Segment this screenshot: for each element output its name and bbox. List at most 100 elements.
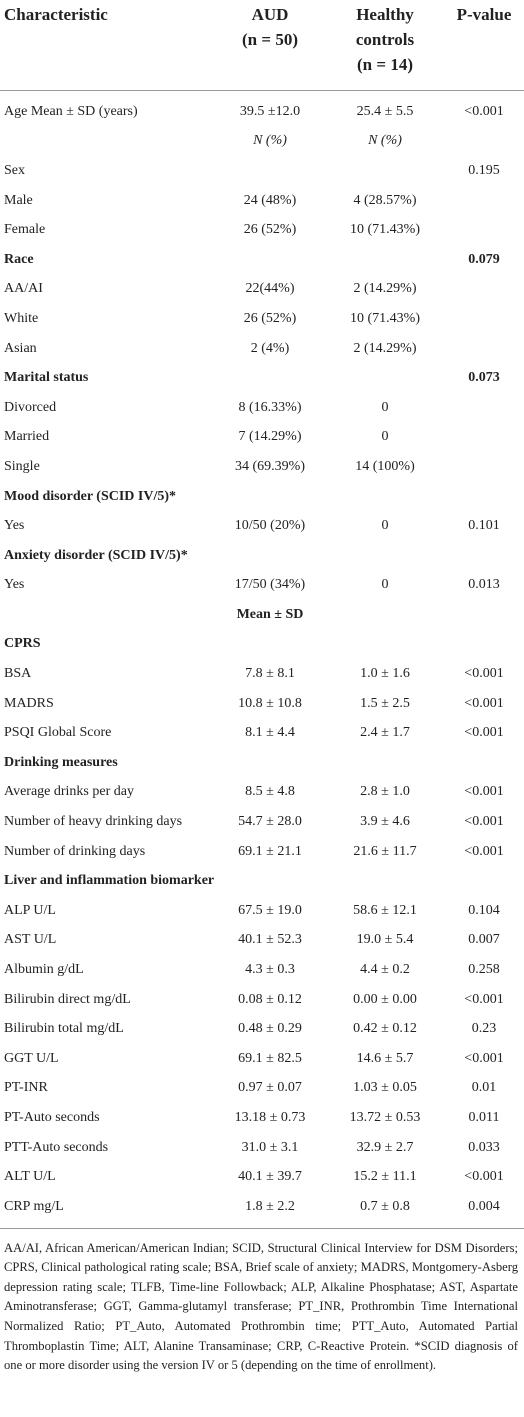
header-cell: Healthy controls (n = 14): [326, 0, 444, 91]
table-row: White 26 (52%) 10 (71.43%): [0, 304, 524, 334]
table-cell: 0.97 ± 0.07: [238, 1080, 302, 1096]
table-cell: 69.1 ± 21.1: [238, 843, 302, 859]
table-cell: [444, 275, 524, 305]
table-row: Asian 2 (4%) 2 (14.29%): [0, 334, 524, 364]
table-cell: 10/50 (20%): [234, 518, 306, 534]
header-cell: AUD (n = 50): [214, 0, 326, 91]
table-cell: PT-INR: [4, 1080, 48, 1096]
table-cell: <0.001: [464, 103, 504, 119]
table-row: N (%) N (%): [0, 127, 524, 157]
table-cell: 0.42 ± 0.12: [353, 1021, 417, 1037]
table-cell: [326, 482, 444, 512]
table-cell: ALT U/L: [4, 1169, 56, 1185]
table-cell: 0.104: [468, 902, 500, 918]
table-cell: [444, 393, 524, 423]
table-cell: 4 (28.57%): [353, 192, 417, 208]
table-cell: [444, 482, 524, 512]
table-cell: 19.0 ± 5.4: [356, 932, 414, 948]
table-row: ALP U/L 67.5 ± 19.0 58.6 ± 12.1 0.104: [0, 896, 524, 926]
table-cell: [214, 245, 326, 275]
table-cell: Divorced: [4, 399, 57, 415]
table-cell: <0.001: [464, 843, 504, 859]
table-cell: 1.03 ± 0.05: [353, 1080, 417, 1096]
table-cell: 0: [381, 429, 389, 445]
table-cell: 14.6 ± 5.7: [356, 1050, 414, 1066]
table-cell: 1.5 ± 2.5: [360, 695, 410, 711]
table-cell: [444, 186, 524, 216]
table-row: Number of heavy drinking days 54.7 ± 28.0…: [0, 807, 524, 837]
table-cell: [214, 363, 326, 393]
header-cell: Characteristic: [4, 5, 108, 24]
table-row: Single 34 (69.39%) 14 (100%): [0, 452, 524, 482]
table-row: CPRS: [0, 630, 524, 660]
table-cell: Drinking measures: [4, 754, 118, 770]
table-cell: 0.101: [468, 518, 500, 534]
table-cell: [444, 541, 524, 571]
table-cell: 3.9 ± 4.6: [360, 814, 410, 830]
table-cell: 0.079: [468, 251, 500, 267]
table-row: Sex 0.195: [0, 156, 524, 186]
table-cell: 40.1 ± 39.7: [238, 1169, 302, 1185]
table-cell: PTT-Auto seconds: [4, 1139, 109, 1155]
header-row: Characteristic AUD (n = 50) Healthy control…: [0, 0, 524, 91]
table-cell: <0.001: [464, 666, 504, 682]
table-cell: 69.1 ± 82.5: [238, 1050, 302, 1066]
table-cell: PSQI Global Score: [4, 725, 112, 741]
table-header: Characteristic AUD (n = 50) Healthy control…: [0, 0, 524, 91]
table-cell: Bilirubin total mg/dL: [4, 1021, 124, 1037]
table-row: Yes 17/50 (34%) 0 0.013: [0, 571, 524, 601]
footnote: AA/AI, African American/American Indian;…: [0, 1227, 524, 1376]
table-cell: 0.00 ± 0.00: [353, 991, 417, 1007]
table-cell: Anxiety disorder (SCID IV/5)*: [4, 547, 188, 563]
table-row: ALT U/L 40.1 ± 39.7 15.2 ± 11.1 <0.001: [0, 1162, 524, 1192]
table-cell: 39.5 ±12.0: [239, 103, 301, 119]
table-row: AST U/L 40.1 ± 52.3 19.0 ± 5.4 0.007: [0, 926, 524, 956]
table-cell: CRP mg/L: [4, 1198, 64, 1214]
table-cell: Liver and inflammation biomarker: [4, 873, 215, 889]
table-row: GGT U/L 69.1 ± 82.5 14.6 ± 5.7 <0.001: [0, 1044, 524, 1074]
table-cell: [326, 866, 444, 896]
table-cell: CPRS: [4, 636, 41, 652]
table-cell: 31.0 ± 3.1: [241, 1139, 299, 1155]
table-cell: 8 (16.33%): [238, 399, 302, 415]
table-cell: PT-Auto seconds: [4, 1109, 100, 1125]
table-cell: Asian: [4, 340, 37, 356]
table-cell: 2 (4%): [250, 340, 290, 356]
table-cell: [214, 748, 326, 778]
header-line: AUD: [251, 5, 289, 24]
table-cell: <0.001: [464, 725, 504, 741]
table-row: Average drinks per day 8.5 ± 4.8 2.8 ± 1.0…: [0, 778, 524, 808]
table-body: Age Mean ± SD (years) 39.5 ±12.0 25.4 ± 5.…: [0, 91, 524, 1222]
table-row: AA/AI 22(44%) 2 (14.29%): [0, 275, 524, 305]
table-cell: AST U/L: [4, 932, 57, 948]
table-row: Race 0.079: [0, 245, 524, 275]
table-cell: 10.8 ± 10.8: [238, 695, 302, 711]
table-cell: [214, 156, 326, 186]
table-cell: 26 (52%): [243, 222, 297, 238]
table-cell: <0.001: [464, 784, 504, 800]
table-cell: [444, 866, 524, 896]
table-cell: Married: [4, 429, 50, 445]
header-line: Healthy controls: [355, 5, 415, 49]
table-cell: Yes: [4, 577, 25, 593]
table-cell: [214, 630, 326, 660]
table-row: BSA 7.8 ± 8.1 1.0 ± 1.6 <0.001: [0, 659, 524, 689]
table-cell: [0, 127, 214, 157]
table-cell: <0.001: [464, 695, 504, 711]
table-cell: 0.08 ± 0.12: [238, 991, 302, 1007]
table-cell: Bilirubin direct mg/dL: [4, 991, 131, 1007]
table-cell: 0.01: [471, 1080, 497, 1096]
table-cell: 25.4 ± 5.5: [356, 103, 414, 119]
table-cell: [444, 630, 524, 660]
table-cell: 0.48 ± 0.29: [238, 1021, 302, 1037]
table-row: Number of drinking days 69.1 ± 21.1 21.6 ±…: [0, 837, 524, 867]
table-cell: Number of drinking days: [4, 843, 146, 859]
table-cell: Marital status: [4, 370, 89, 386]
table-row: Divorced 8 (16.33%) 0: [0, 393, 524, 423]
table-cell: 24 (48%): [243, 192, 297, 208]
table-cell: [326, 748, 444, 778]
table-cell: Yes: [4, 518, 25, 534]
table-cell: 4.4 ± 0.2: [360, 962, 410, 978]
table-cell: N (%): [253, 133, 287, 149]
